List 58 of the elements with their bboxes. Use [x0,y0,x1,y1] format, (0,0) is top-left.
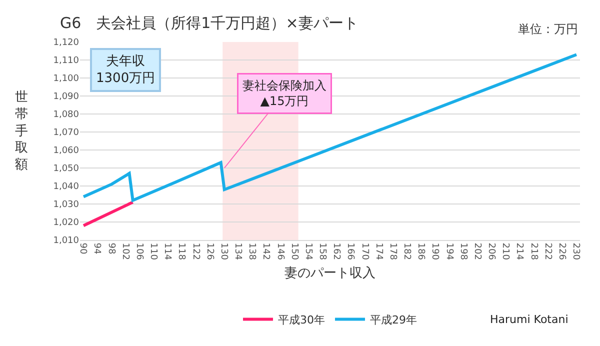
y-tick-label: 1,060 [53,146,80,156]
x-tick-label: 98 [106,242,116,255]
y-tick-label: 1,120 [53,38,80,48]
x-tick-label: 162 [331,242,342,260]
annotation: 夫年収 1300万円 [96,54,156,86]
y-tick-label: 1,080 [53,110,80,120]
x-tick-label: 190 [430,242,440,260]
y-tick-label: 1,100 [53,74,80,84]
x-tick-label: 158 [317,242,328,260]
x-tick-label: 142 [260,242,271,260]
legend-label: 平成29年 [370,313,417,326]
x-tick-label: 170 [359,242,370,260]
x-tick-label: 106 [134,242,144,260]
legend-label: 平成30年 [278,313,325,326]
chart-title: G6 夫会社員（所得1千万円超）×妻パート [60,14,358,32]
text: Harumi Kotani [490,313,568,326]
x-tick-label: 126 [204,242,214,260]
x-axis-title: 妻のパート収入 [284,266,376,281]
x-tick-label: 102 [120,242,130,260]
x-tick-label: 198 [458,242,468,260]
y-tick-label: 1,010 [53,236,80,246]
y-tick-label: 1,110 [53,56,80,66]
y-tick-label: 1,070 [53,128,80,138]
x-tick-label: 182 [402,242,412,260]
line-series [82,53,578,202]
x-tick-label: 206 [486,242,496,260]
x-tick-label: 150 [288,242,299,260]
x-tick-label: 186 [416,242,426,260]
x-tick-label: 230 [570,242,581,260]
x-tick-label: 174 [373,242,384,260]
annotation: 妻社会保険加入 ▲15万円 [242,78,326,108]
x-tick-label: 134 [232,242,243,260]
x-tick-label: 166 [345,242,356,260]
x-tick-label: 122 [190,242,200,260]
y-axis-title: 世帯手取額 [15,90,28,173]
text: 単位：万円 [518,22,578,36]
x-tick-label: 226 [556,242,566,260]
y-tick-label: 1,030 [53,200,80,210]
y-tick-label: 1,020 [53,218,80,228]
x-tick-label: 218 [528,242,538,260]
x-tick-label: 130 [218,242,228,260]
x-tick-label: 114 [162,242,172,260]
y-tick-label: 1,040 [53,182,80,192]
x-tick-label: 222 [542,242,552,260]
x-tick-label: 110 [148,242,158,260]
x-tick-label: 210 [500,242,510,260]
x-tick-label: 138 [246,242,257,260]
x-tick-label: 194 [444,242,454,260]
x-tick-label: 118 [176,242,186,260]
y-tick-label: 1,050 [53,164,80,174]
x-tick-label: 90 [78,242,88,255]
x-tick-label: 154 [302,242,313,260]
x-tick-label: 202 [472,242,482,260]
x-tick-label: 146 [274,242,285,260]
y-tick-label: 1,090 [53,92,80,102]
x-tick-label: 214 [514,242,524,260]
x-tick-label: 178 [387,242,398,260]
x-tick-label: 94 [92,242,102,255]
